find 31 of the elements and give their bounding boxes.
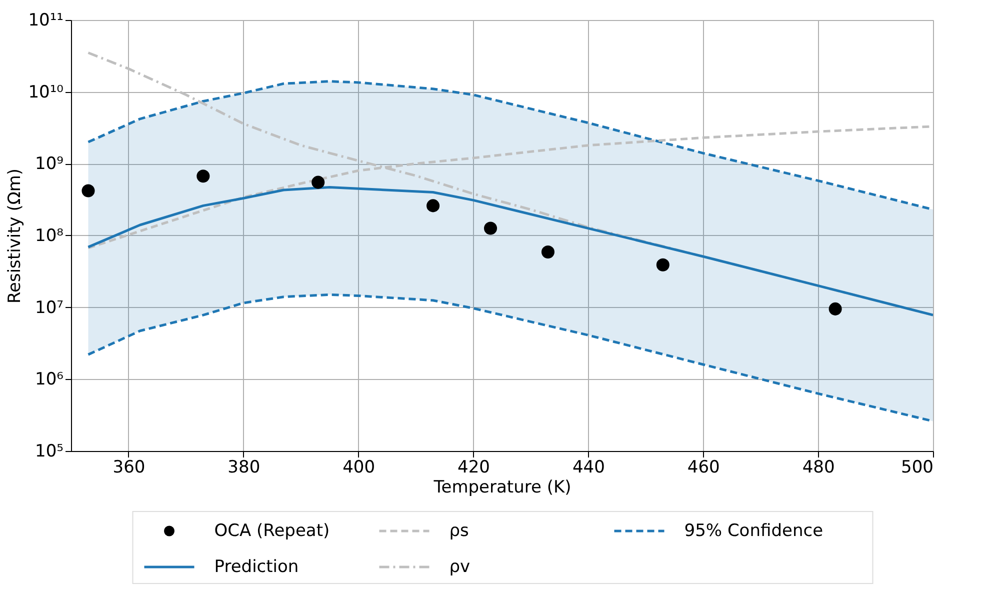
x-tick-label: 380	[228, 458, 260, 478]
x-axis-title: Temperature (K)	[432, 478, 572, 498]
point	[82, 184, 95, 198]
y-tick-label: 10¹⁰	[28, 82, 64, 102]
legend-label: ρs	[449, 521, 470, 541]
line-series	[86, 186, 933, 316]
x-tick-label: 400	[342, 458, 376, 478]
y-tick-label: 10⁹	[35, 154, 64, 174]
legend-label: Prediction	[214, 557, 299, 577]
point	[656, 258, 670, 272]
point	[541, 245, 554, 258]
point	[484, 222, 498, 235]
x-tick-label: 480	[802, 458, 835, 478]
legend-label: 95% Confidence	[684, 521, 824, 541]
y-axis-title: Resistivity (Ωm)	[5, 168, 26, 304]
x-tick-label: 360	[112, 458, 146, 478]
y-tick-label: 10¹¹	[28, 10, 64, 30]
point	[828, 302, 842, 316]
point	[426, 199, 440, 212]
x-tick-label: 500	[901, 458, 934, 478]
x-tick-label: 420	[458, 458, 490, 478]
y-tick-label: 10⁶	[35, 370, 64, 390]
legend-label: ρv	[449, 557, 470, 577]
x-tick-label: 440	[572, 458, 605, 478]
x-tick-label: 460	[687, 458, 720, 478]
y-tick-label: 10⁵	[35, 442, 64, 462]
point	[196, 170, 210, 183]
point	[312, 176, 325, 189]
y-tick-label: 10⁷	[35, 298, 64, 318]
legend-label: OCA (Repeat)	[214, 521, 330, 541]
y-tick-label: 10⁸	[35, 226, 64, 246]
